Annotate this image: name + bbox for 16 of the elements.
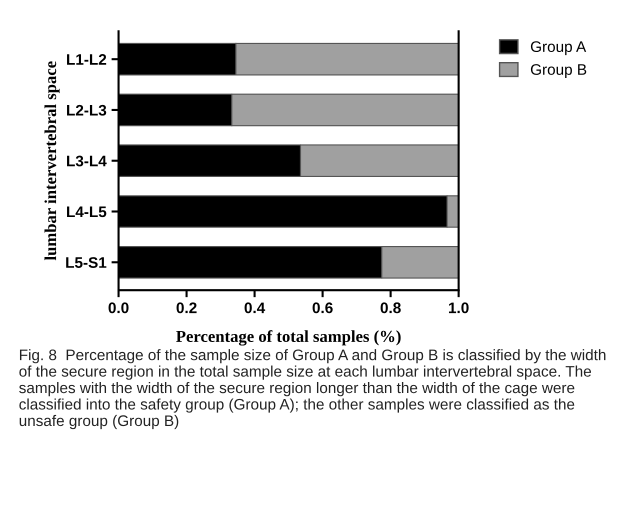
y-tick-label: L5-S1 [66,257,106,268]
x-axis-title: Percentage of total samples (%) [176,330,401,346]
y-tick-label: L2-L3 [67,104,106,116]
x-tick-label: 1.0 [448,302,469,314]
y-axis-title: lumbar intervertebral space [44,61,60,260]
caption: Fig. 8 Percentage of the sample size of Group A and Group B is classified by the width of the secure region in the total sample size at each lumbar intervertebral space. The samples with the width of the secure region longer than the width of the cage were classified into the safety group (Group A); the other samples were classified as the unsafe group (Group B) [19,349,606,430]
legend-label: Group B [530,64,586,78]
x-tick-label: 0.6 [312,302,333,314]
y-tick-label: L1-L2 [67,54,106,65]
y-tick-label: L3-L4 [67,156,107,166]
x-tick-label: 0.8 [380,302,401,314]
x-tick-label: 0.4 [244,302,266,314]
legend-label: Group A [530,41,586,56]
x-tick-label: 0.2 [176,302,197,314]
x-tick-label: 0.0 [108,302,129,314]
y-tick-label: L4-L5 [67,206,106,218]
